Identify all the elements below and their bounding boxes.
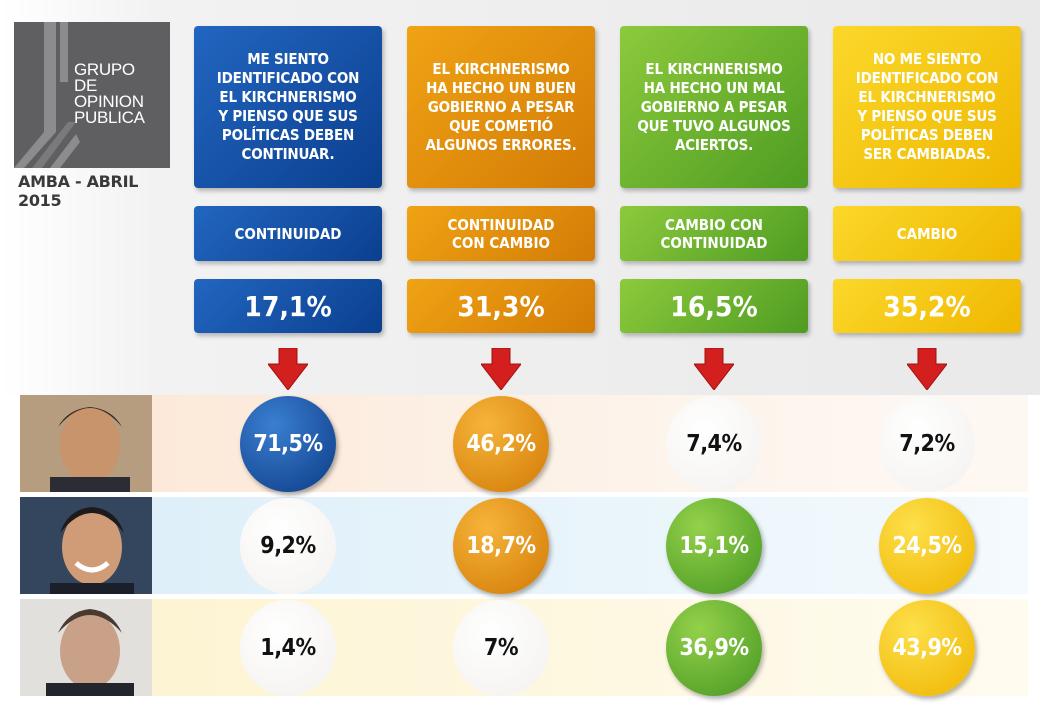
column-label: CONTINUIDAD <box>194 206 382 261</box>
candidate-photo-1 <box>20 395 152 492</box>
column-description: EL KIRCHNERISMO HA HECHO UN BUEN GOBIERN… <box>407 26 595 188</box>
column-description: NO ME SIENTO IDENTIFICADO CON EL KIRCHNE… <box>833 26 1021 188</box>
arrow-down-icon <box>694 348 734 390</box>
arrow-down-icon <box>481 348 521 390</box>
value-circle: 24,5% <box>879 498 975 594</box>
logo-text: GRUPO DE OPINION PUBLICA <box>74 60 145 127</box>
arrow-down-icon <box>268 348 308 390</box>
candidate-photo-3 <box>20 599 152 696</box>
column-percent: 35,2% <box>833 279 1021 333</box>
value-circle: 43,9% <box>879 600 975 696</box>
value-circle: 71,5% <box>240 396 336 492</box>
column-description: ME SIENTO IDENTIFICADO CON EL KIRCHNERIS… <box>194 26 382 188</box>
column-description: EL KIRCHNERISMO HA HECHO UN MAL GOBIERNO… <box>620 26 808 188</box>
subtitle: AMBA - ABRIL 2015 <box>18 172 139 210</box>
value-circle: 7% <box>453 600 549 696</box>
column-label: CONTINUIDAD CON CAMBIO <box>407 206 595 261</box>
arrow-down-icon <box>907 348 947 390</box>
value-circle: 7,4% <box>666 396 762 492</box>
column-label: CAMBIO CON CONTINUIDAD <box>620 206 808 261</box>
column-percent: 16,5% <box>620 279 808 333</box>
logo: GRUPO DE OPINION PUBLICA <box>14 22 170 168</box>
column-percent: 31,3% <box>407 279 595 333</box>
logo-mark-icon <box>14 22 80 168</box>
value-circle: 15,1% <box>666 498 762 594</box>
column-label: CAMBIO <box>833 206 1021 261</box>
value-circle: 9,2% <box>240 498 336 594</box>
value-circle: 18,7% <box>453 498 549 594</box>
value-circle: 7,2% <box>879 396 975 492</box>
value-circle: 46,2% <box>453 396 549 492</box>
value-circle: 1,4% <box>240 600 336 696</box>
candidate-photo-2 <box>20 497 152 594</box>
value-circle: 36,9% <box>666 600 762 696</box>
column-percent: 17,1% <box>194 279 382 333</box>
